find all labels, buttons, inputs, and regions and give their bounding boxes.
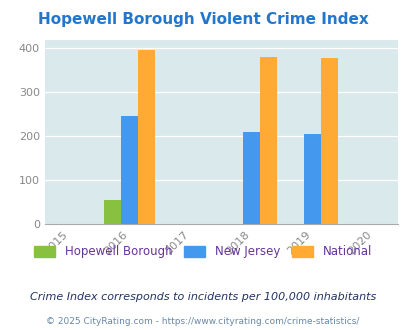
Legend: Hopewell Borough, New Jersey, National: Hopewell Borough, New Jersey, National [29,241,376,263]
Bar [260,57,277,224]
Bar [320,58,337,224]
Text: © 2025 CityRating.com - https://www.cityrating.com/crime-statistics/: © 2025 CityRating.com - https://www.city… [46,317,359,326]
Bar [104,200,121,224]
Text: Hopewell Borough Violent Crime Index: Hopewell Borough Violent Crime Index [38,12,367,27]
Bar [121,116,138,224]
Text: Crime Index corresponds to incidents per 100,000 inhabitants: Crime Index corresponds to incidents per… [30,292,375,302]
Bar [138,50,155,224]
Bar [303,134,320,224]
Bar [243,132,260,224]
